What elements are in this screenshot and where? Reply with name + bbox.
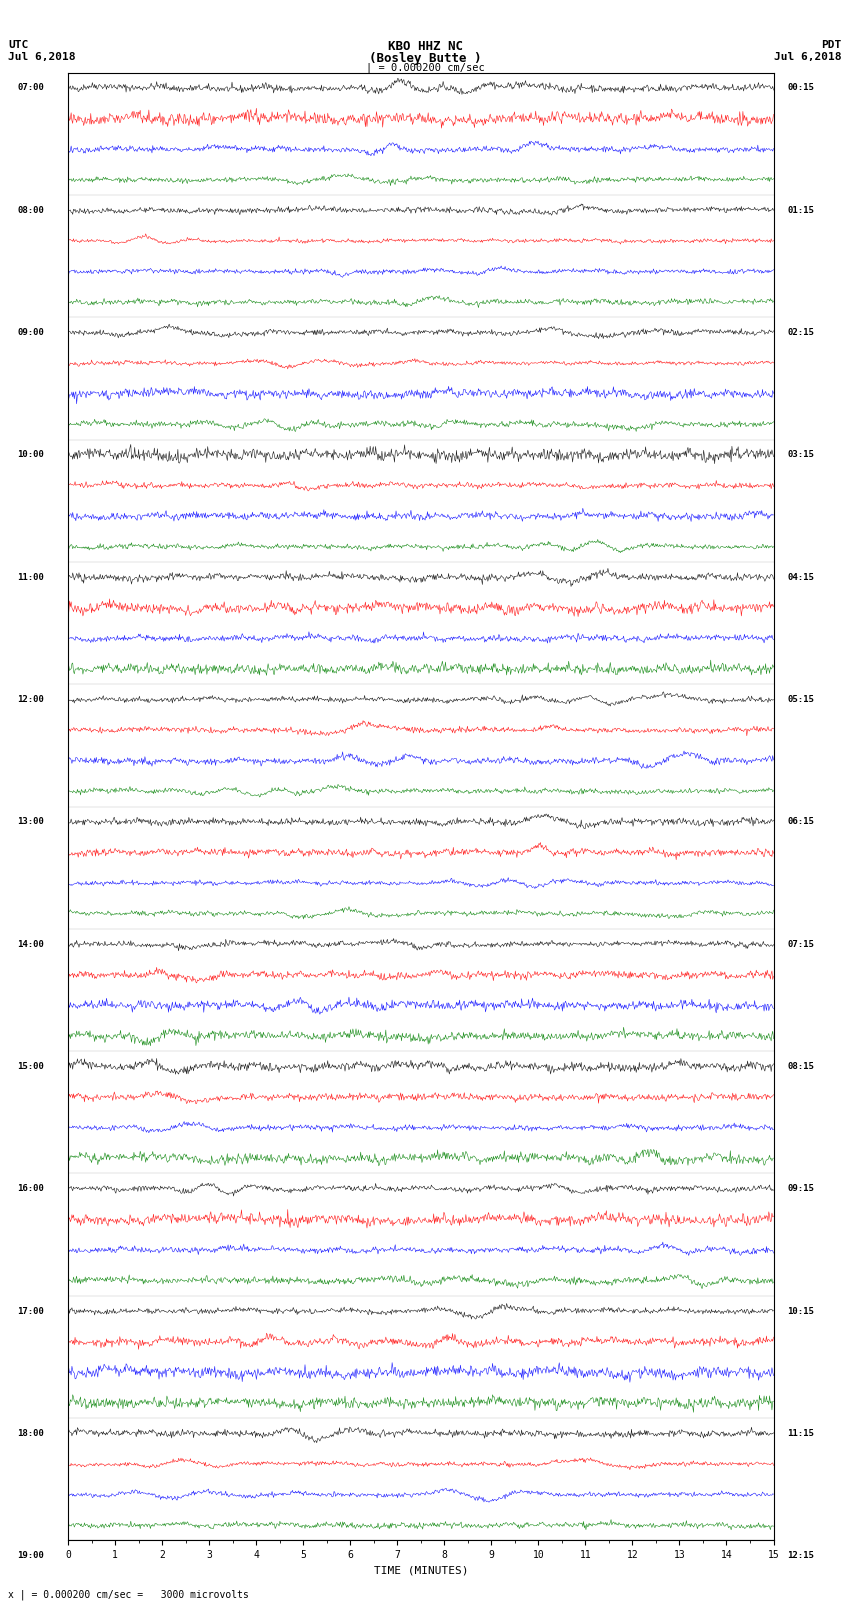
Text: KBO HHZ NC: KBO HHZ NC bbox=[388, 40, 462, 53]
Text: 00:15: 00:15 bbox=[788, 84, 814, 92]
Text: | = 0.000200 cm/sec: | = 0.000200 cm/sec bbox=[366, 63, 484, 74]
Text: 09:15: 09:15 bbox=[788, 1184, 814, 1194]
Text: 08:00: 08:00 bbox=[18, 206, 44, 215]
Text: 02:15: 02:15 bbox=[788, 327, 814, 337]
Text: Jul 6,2018: Jul 6,2018 bbox=[8, 52, 76, 61]
Text: 12:00: 12:00 bbox=[18, 695, 44, 703]
Text: 13:00: 13:00 bbox=[18, 818, 44, 826]
Text: 07:15: 07:15 bbox=[788, 940, 814, 948]
Text: 01:15: 01:15 bbox=[788, 206, 814, 215]
Text: 06:15: 06:15 bbox=[788, 818, 814, 826]
Text: 10:15: 10:15 bbox=[788, 1307, 814, 1316]
Text: 09:00: 09:00 bbox=[18, 327, 44, 337]
Text: 03:15: 03:15 bbox=[788, 450, 814, 460]
Text: 07:00: 07:00 bbox=[18, 84, 44, 92]
Text: 16:00: 16:00 bbox=[18, 1184, 44, 1194]
Text: 17:00: 17:00 bbox=[18, 1307, 44, 1316]
Text: 11:15: 11:15 bbox=[788, 1429, 814, 1437]
Text: 11:00: 11:00 bbox=[18, 573, 44, 582]
Text: 18:00: 18:00 bbox=[18, 1429, 44, 1437]
Text: Jul 6,2018: Jul 6,2018 bbox=[774, 52, 842, 61]
Text: 08:15: 08:15 bbox=[788, 1061, 814, 1071]
Text: 14:00: 14:00 bbox=[18, 940, 44, 948]
Text: 04:15: 04:15 bbox=[788, 573, 814, 582]
Text: 12:15: 12:15 bbox=[788, 1552, 814, 1560]
Text: UTC: UTC bbox=[8, 40, 29, 50]
Text: (Bosley Butte ): (Bosley Butte ) bbox=[369, 52, 481, 65]
Text: x | = 0.000200 cm/sec =   3000 microvolts: x | = 0.000200 cm/sec = 3000 microvolts bbox=[8, 1589, 249, 1600]
Text: 15:00: 15:00 bbox=[18, 1061, 44, 1071]
Text: PDT: PDT bbox=[821, 40, 842, 50]
Text: 05:15: 05:15 bbox=[788, 695, 814, 703]
X-axis label: TIME (MINUTES): TIME (MINUTES) bbox=[373, 1566, 468, 1576]
Text: 10:00: 10:00 bbox=[18, 450, 44, 460]
Text: 19:00: 19:00 bbox=[18, 1552, 44, 1560]
